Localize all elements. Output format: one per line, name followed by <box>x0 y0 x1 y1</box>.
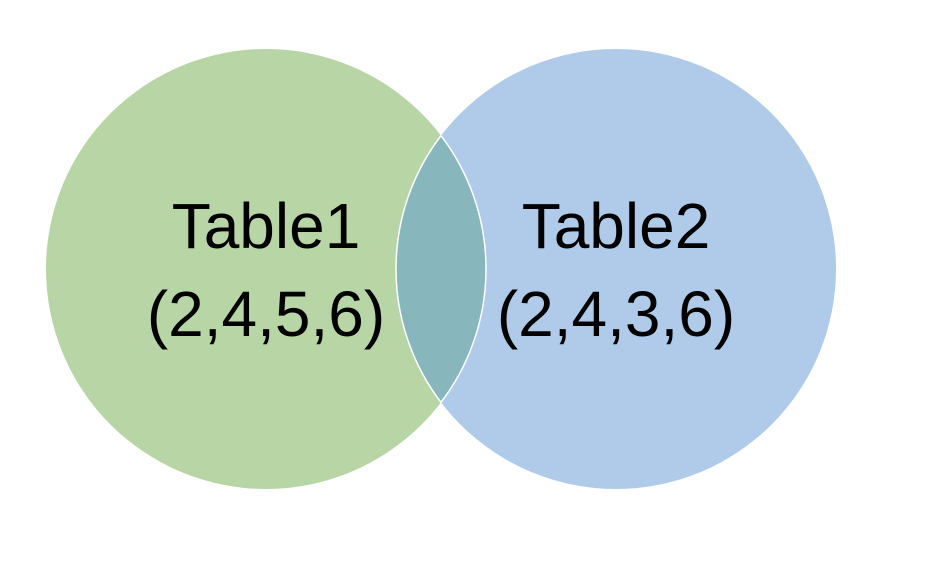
table1-outline <box>396 49 487 489</box>
table2-outline <box>395 49 486 489</box>
table2-name: Table2 <box>522 190 711 262</box>
table1-values: (2,4,5,6) <box>147 278 385 350</box>
table2-circle <box>396 49 836 489</box>
table1-name: Table1 <box>172 190 361 262</box>
table1-circle <box>46 49 486 489</box>
table2-values: (2,4,3,6) <box>497 278 735 350</box>
